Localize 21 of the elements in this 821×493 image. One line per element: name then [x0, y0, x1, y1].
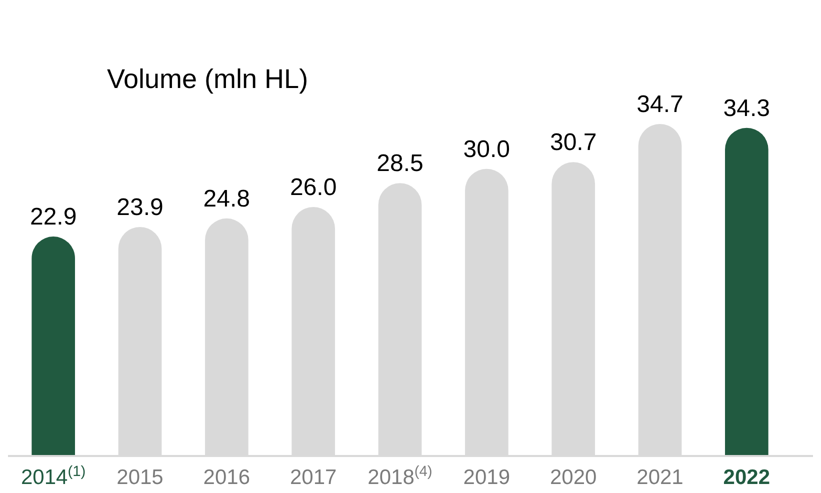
- data-label: 26.0: [290, 174, 337, 201]
- chart-title: Volume (mln HL): [107, 64, 308, 94]
- x-tick-label: 2019: [463, 466, 510, 489]
- data-label: 24.8: [203, 185, 250, 212]
- bar: [725, 128, 768, 455]
- x-tick-label: 2018$^{(4)}$: [368, 464, 432, 489]
- x-tick-label: 2021: [636, 466, 684, 489]
- x-tick-label: 2020: [550, 466, 597, 489]
- data-label: 34.7: [636, 91, 684, 118]
- x-tick-label: 2022: [723, 466, 770, 489]
- bar: [32, 236, 75, 455]
- data-label: 34.3: [723, 94, 770, 122]
- data-label: 22.9: [30, 204, 77, 231]
- x-tick-label: 2015: [116, 466, 164, 489]
- data-label: 23.9: [116, 194, 164, 222]
- x-tick-label: 2016: [203, 466, 250, 489]
- data-label: 30.0: [463, 136, 510, 163]
- data-label: 30.7: [550, 129, 597, 156]
- x-tick-label: 2014$^{(1)}$: [20, 464, 86, 489]
- data-label: 28.5: [376, 150, 424, 178]
- x-tick-label: 2017: [290, 466, 337, 489]
